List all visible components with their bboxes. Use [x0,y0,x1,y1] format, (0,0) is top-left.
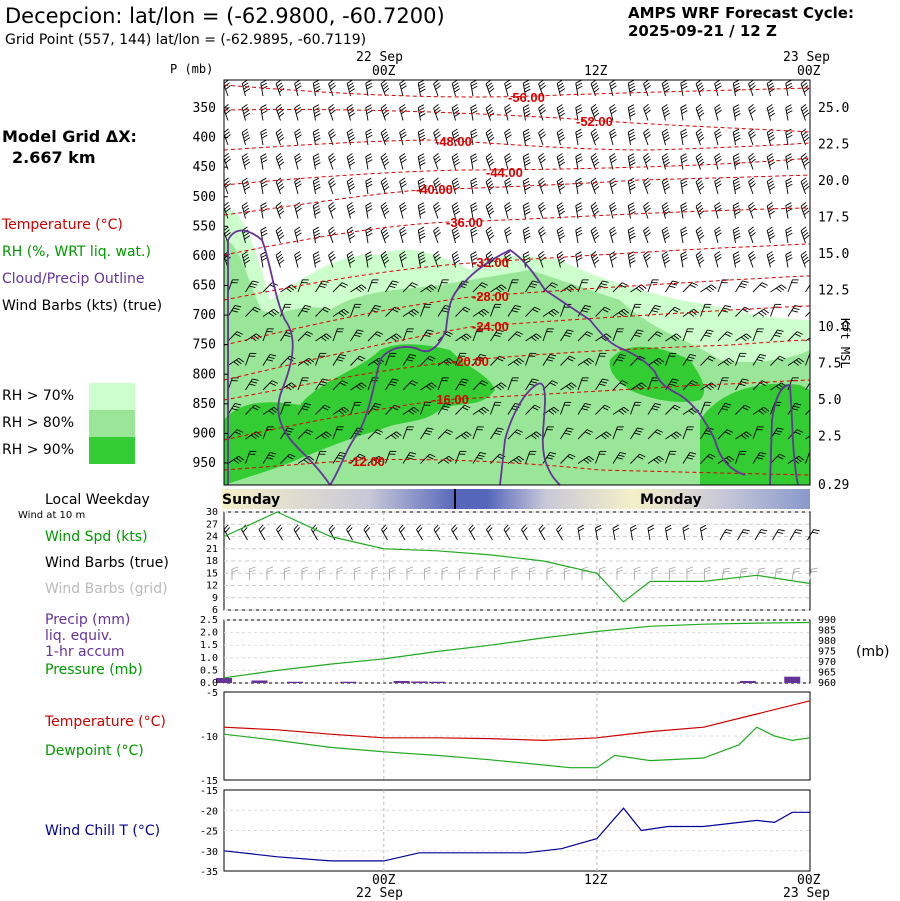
precip-bar-8 [784,677,800,683]
precip-panel-frame [224,620,810,683]
precip-tick-4: 0.5 [200,665,218,676]
height-tick-0: 25.0 [818,101,849,116]
pressure-tick-450: 450 [193,160,216,175]
pressure-tick-750: 750 [193,338,216,353]
height-tick-7: 7.5 [818,357,841,372]
precip-bar-6 [429,682,445,683]
isotherm-label-56: -56.00 [508,90,545,105]
isotherm-label-40: -40.00 [416,182,453,197]
precip-bar-5 [411,681,427,683]
pressure-tick-500: 500 [193,190,216,205]
height-ticks: 25.0 22.5 20.0 17.5 15.0 12.5 10.0 7.5 5.0 2.5 0.2… [818,101,849,493]
precip-bar-7 [740,681,756,683]
wind-tick-30: 30 [206,507,218,518]
precip-bar-0 [216,678,232,683]
precip-bar-2 [287,682,303,683]
precip-bar-1 [252,680,268,683]
pressure-ticks: 350 400 450 500 550 600 650 700 750 800 850 900 950 [193,101,228,471]
height-tick-8: 5.0 [818,393,841,408]
pressure-axis-tick-6: 960 [818,678,836,689]
wind-chill-tick-3: -30 [200,847,218,858]
cross-section-panel: -56.00 -52.00 -48.00 -44.00 -40.00 -36.0… [193,80,850,493]
wind-tick-15: 15 [206,568,218,579]
wind-tick-24: 24 [206,532,218,543]
wind-tick-27: 27 [206,519,218,530]
pressure-tick-800: 800 [193,367,216,382]
isotherm-label-36: -36.00 [446,215,483,230]
pressure-tick-350: 350 [193,101,216,116]
isotherm-label-24: -24.00 [472,319,509,334]
isotherm-label-52: -52.00 [576,114,613,129]
wind-barb-grid-33 [810,568,818,580]
wind-tick-9: 9 [212,593,218,604]
isotherm-label-12: -12.00 [348,454,385,469]
pressure-axis-tick-2: 980 [818,636,836,647]
precip-bar-3 [340,682,356,683]
temperature-panel: -5-10-15 [200,688,810,787]
temperature-ticks: -5-10-15 [200,688,218,787]
pressure-axis-tick-3: 975 [818,647,836,658]
height-tick-6: 10.0 [818,320,849,335]
wind-chill-panel: -15 -20 -25 -30 -35 [200,786,810,878]
wind-chill-tick-1: -20 [200,806,218,817]
height-tick-3: 17.5 [818,211,849,226]
pressure-axis-tick-4: 970 [818,657,836,668]
pressure-tick-400: 400 [193,131,216,146]
temperature-tick-1: -10 [200,732,218,743]
pressure-tick-550: 550 [193,219,216,234]
temperature-tick-0: -5 [206,688,218,699]
wind-tick-21: 21 [206,544,218,555]
wind-chill-ticks: -15 -20 -25 -30 -35 [200,786,218,878]
precip-tick-0: 2.5 [200,615,218,626]
height-tick-5: 12.5 [818,284,849,299]
isotherm-label-32: -32.00 [472,255,509,270]
wind-tick-12: 12 [206,581,218,592]
pressure-tick-950: 950 [193,456,216,471]
pressure-axis-tick-0: 990 [818,615,836,626]
pressure-tick-700: 700 [193,308,216,323]
precip-ticks: 2.52.01.51.00.50.0 [200,615,218,689]
precip-tick-2: 1.5 [200,640,218,651]
wind-tick-18: 18 [206,556,218,567]
pressure-tick-600: 600 [193,249,216,264]
precip-tick-3: 1.0 [200,653,218,664]
height-tick-10: 0.29 [818,478,849,493]
pressure-tick-650: 650 [193,279,216,294]
pressure-axis-tick-1: 985 [818,626,836,637]
isotherm-label-44: -44.00 [486,165,523,180]
isotherm-label-20: -20.00 [452,354,489,369]
height-tick-1: 22.5 [818,138,849,153]
precip-bar-4 [394,681,410,683]
pressure-tick-900: 900 [193,426,216,441]
wind-chill-tick-2: -25 [200,827,218,838]
precip-tick-1: 2.0 [200,628,218,639]
isotherm-label-48: -48.00 [435,134,472,149]
height-tick-2: 20.0 [818,174,849,189]
wind-chill-tick-4: -35 [200,867,218,878]
wind-chill-tick-0: -15 [200,786,218,797]
pressure-tick-850: 850 [193,397,216,412]
isotherm-label-28: -28.00 [472,289,509,304]
pressure-axis-tick-5: 965 [818,668,836,679]
height-tick-4: 15.0 [818,247,849,262]
height-tick-9: 2.5 [818,430,841,445]
isotherm-label-16: -16.00 [432,392,469,407]
